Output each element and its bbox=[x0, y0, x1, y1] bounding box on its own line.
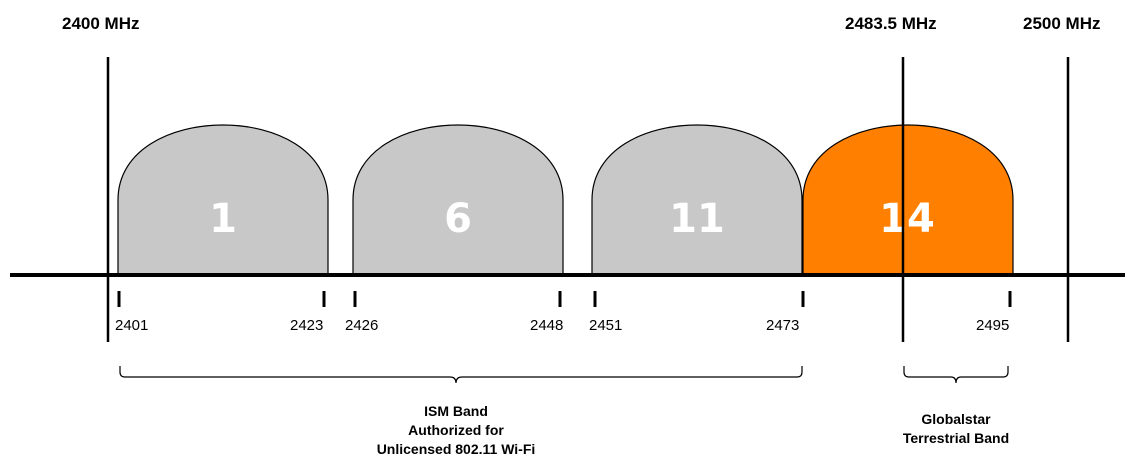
globalstar-band-caption-line: Terrestrial Band bbox=[902, 430, 1010, 446]
globalstar-band-caption-line: Globalstar bbox=[921, 411, 991, 427]
tick-label-2495: 2495 bbox=[976, 317, 1010, 334]
freq-header-2483-5: 2483.5 MHz bbox=[845, 14, 937, 33]
ism-band-brace bbox=[119, 366, 803, 384]
globalstar-band-brace bbox=[903, 366, 1009, 384]
tick-label-2473: 2473 bbox=[766, 317, 800, 334]
ism-band-caption: ISM Band Authorized for Unlicensed 802.1… bbox=[356, 402, 556, 459]
tick-label-2401: 2401 bbox=[115, 317, 149, 334]
tick-label-2448: 2448 bbox=[530, 317, 564, 334]
channel-14-label: 14 bbox=[879, 196, 935, 242]
channel-6-label: 6 bbox=[444, 196, 472, 242]
ism-band-caption-line: Unlicensed 802.11 Wi-Fi bbox=[376, 441, 536, 457]
tick-label-2423: 2423 bbox=[290, 317, 324, 334]
tick-label-2451: 2451 bbox=[589, 317, 623, 334]
channel-6-shape bbox=[352, 124, 564, 275]
channel-14-shape bbox=[802, 124, 1014, 275]
channel-1-label: 1 bbox=[209, 196, 237, 242]
channel-11-shape bbox=[591, 124, 803, 275]
channel-1-shape bbox=[117, 124, 329, 275]
freq-header-2500: 2500 MHz bbox=[1023, 14, 1101, 33]
channel-11-label: 11 bbox=[669, 196, 725, 242]
tick-label-2426: 2426 bbox=[345, 317, 379, 334]
ism-band-caption-line: Authorized for bbox=[408, 422, 504, 438]
ism-band-caption-line: ISM Band bbox=[424, 403, 488, 419]
freq-header-2400: 2400 MHz bbox=[62, 14, 140, 33]
globalstar-band-caption: Globalstar Terrestrial Band bbox=[886, 410, 1026, 448]
